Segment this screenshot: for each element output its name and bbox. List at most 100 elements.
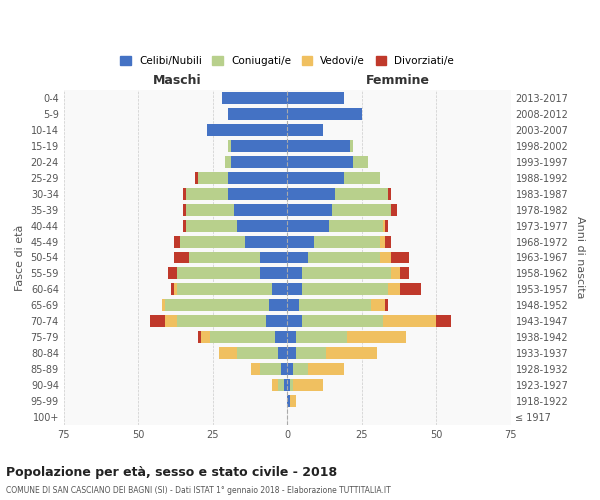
Bar [287, 379, 290, 391]
Bar [380, 236, 385, 248]
Bar [278, 348, 287, 360]
Bar [180, 236, 245, 248]
Bar [227, 188, 287, 200]
Bar [287, 92, 344, 104]
Bar [383, 316, 436, 328]
Bar [299, 300, 371, 312]
Bar [245, 236, 287, 248]
Bar [290, 379, 293, 391]
Bar [287, 316, 302, 328]
Bar [186, 188, 227, 200]
Bar [287, 156, 353, 168]
Bar [281, 364, 287, 375]
Bar [287, 124, 323, 136]
Bar [326, 348, 377, 360]
Bar [207, 124, 287, 136]
Bar [201, 332, 210, 344]
Bar [230, 140, 287, 151]
Bar [266, 316, 287, 328]
Bar [260, 268, 287, 280]
Text: Maschi: Maschi [152, 74, 201, 86]
Bar [344, 172, 380, 183]
Bar [302, 316, 383, 328]
Bar [287, 395, 290, 407]
Bar [335, 188, 388, 200]
Bar [287, 348, 296, 360]
Bar [189, 252, 260, 264]
Bar [272, 379, 278, 391]
Bar [224, 156, 230, 168]
Bar [227, 108, 287, 120]
Bar [314, 236, 380, 248]
Bar [260, 252, 287, 264]
Bar [329, 220, 383, 232]
Bar [198, 332, 201, 344]
Bar [186, 220, 236, 232]
Bar [400, 268, 409, 280]
Bar [260, 364, 281, 375]
Bar [385, 220, 388, 232]
Bar [195, 172, 198, 183]
Bar [287, 364, 293, 375]
Bar [227, 140, 230, 151]
Bar [171, 284, 174, 296]
Bar [287, 108, 362, 120]
Bar [293, 364, 308, 375]
Bar [198, 172, 227, 183]
Bar [162, 300, 165, 312]
Bar [174, 284, 177, 296]
Bar [302, 268, 391, 280]
Bar [269, 300, 287, 312]
Bar [177, 268, 260, 280]
Bar [221, 92, 287, 104]
Bar [183, 204, 186, 216]
Bar [174, 236, 180, 248]
Text: Popolazione per età, sesso e stato civile - 2018: Popolazione per età, sesso e stato civil… [6, 466, 337, 479]
Text: COMUNE DI SAN CASCIANO DEI BAGNI (SI) - Dati ISTAT 1° gennaio 2018 - Elaborazion: COMUNE DI SAN CASCIANO DEI BAGNI (SI) - … [6, 486, 391, 495]
Bar [218, 348, 236, 360]
Bar [287, 204, 332, 216]
Bar [296, 348, 326, 360]
Bar [287, 284, 302, 296]
Bar [177, 316, 266, 328]
Bar [385, 300, 388, 312]
Bar [388, 188, 391, 200]
Bar [383, 220, 385, 232]
Bar [251, 364, 260, 375]
Bar [287, 220, 329, 232]
Bar [165, 300, 269, 312]
Bar [230, 156, 287, 168]
Bar [183, 188, 186, 200]
Bar [290, 395, 296, 407]
Bar [332, 204, 391, 216]
Bar [210, 332, 275, 344]
Bar [278, 379, 284, 391]
Bar [287, 236, 314, 248]
Bar [287, 140, 350, 151]
Bar [287, 188, 335, 200]
Bar [284, 379, 287, 391]
Bar [293, 379, 323, 391]
Bar [350, 140, 353, 151]
Bar [287, 268, 302, 280]
Legend: Celibi/Nubili, Coniugati/e, Vedovi/e, Divorziati/e: Celibi/Nubili, Coniugati/e, Vedovi/e, Di… [116, 52, 458, 70]
Bar [302, 284, 388, 296]
Bar [165, 316, 177, 328]
Bar [233, 204, 287, 216]
Bar [275, 332, 287, 344]
Bar [391, 252, 409, 264]
Y-axis label: Anni di nascita: Anni di nascita [575, 216, 585, 298]
Bar [391, 268, 400, 280]
Bar [400, 284, 421, 296]
Bar [296, 332, 347, 344]
Bar [287, 332, 296, 344]
Bar [391, 204, 397, 216]
Bar [371, 300, 385, 312]
Bar [227, 172, 287, 183]
Bar [308, 364, 344, 375]
Bar [177, 284, 272, 296]
Y-axis label: Fasce di età: Fasce di età [15, 224, 25, 290]
Bar [236, 348, 278, 360]
Bar [436, 316, 451, 328]
Bar [287, 252, 308, 264]
